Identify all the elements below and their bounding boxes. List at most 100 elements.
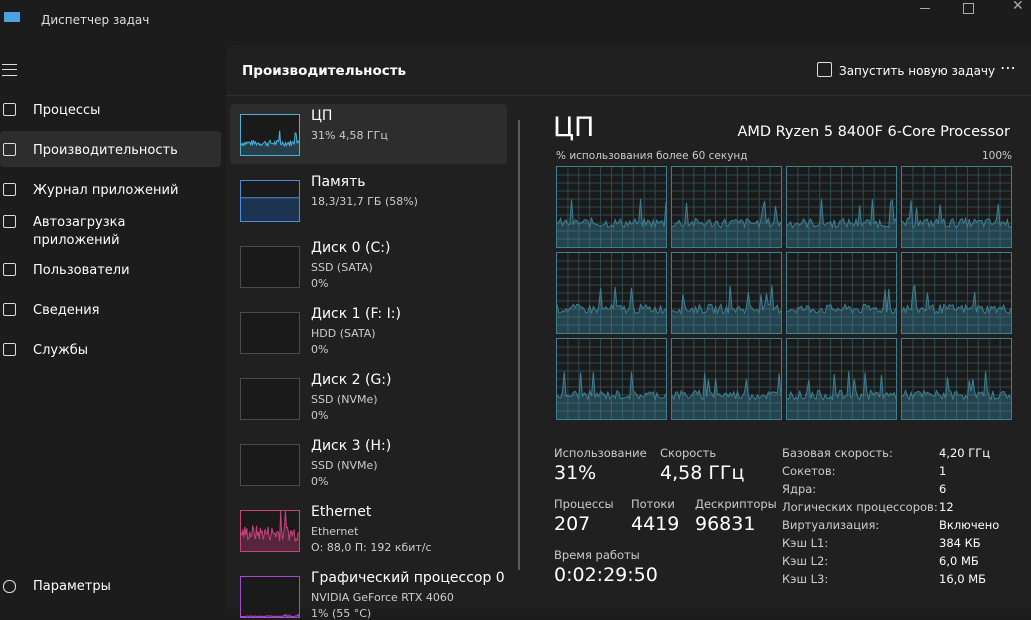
stat-label: Процессы xyxy=(554,497,614,511)
device-name[interactable]: Графический процессор 0 xyxy=(311,570,505,586)
divider xyxy=(226,95,1031,96)
core-graph xyxy=(671,166,782,248)
usage-area xyxy=(902,371,1011,419)
usage-area xyxy=(557,199,666,247)
device-detail: SSD (NVMe) xyxy=(311,393,378,406)
usage-area xyxy=(902,285,1011,333)
spec-value: 4,20 ГГц xyxy=(939,446,991,460)
spec-label: Кэш L3: xyxy=(782,572,829,586)
device-detail: Ethernet xyxy=(311,525,359,538)
device-thumbnail xyxy=(240,378,300,420)
nav-item[interactable]: Производительность xyxy=(33,143,178,158)
usage-area xyxy=(672,285,781,333)
stat-value: 207 xyxy=(554,513,591,535)
nav-icon xyxy=(3,103,16,116)
nav-icon xyxy=(3,343,16,356)
maximize[interactable] xyxy=(963,3,974,14)
usage-area xyxy=(557,286,666,333)
usage-line xyxy=(787,288,896,314)
close[interactable]: ✕ xyxy=(1012,0,1024,14)
device-detail: 0% xyxy=(311,277,329,290)
spec-value: Включено xyxy=(939,518,1000,532)
device-name[interactable]: Память xyxy=(311,174,366,190)
core-graph xyxy=(901,166,1012,248)
detail-title: ЦП xyxy=(553,112,595,143)
core-graph xyxy=(786,166,897,248)
core-graph xyxy=(786,338,897,420)
spec-value: 12 xyxy=(939,500,954,514)
device-thumbnail xyxy=(240,312,300,354)
hamburger[interactable] xyxy=(2,64,17,76)
usage-line xyxy=(902,284,1011,315)
nav-item[interactable]: Службы xyxy=(33,343,89,358)
usage-area xyxy=(672,372,781,419)
device-detail: 18,3/31,7 ГБ (58%) xyxy=(311,195,418,208)
new-task-icon xyxy=(817,62,832,77)
spec-label: Ядра: xyxy=(782,482,817,496)
usage-area xyxy=(557,371,666,419)
nav-item[interactable]: Журнал приложений xyxy=(33,183,179,198)
new-task-button[interactable]: Запустить новую задачу xyxy=(839,64,996,78)
spec-value: 6,0 МБ xyxy=(939,554,979,568)
usage-line xyxy=(787,371,896,402)
spec-label: Логических процессоров: xyxy=(782,500,938,514)
usage-line xyxy=(241,511,299,543)
scrollbar[interactable] xyxy=(518,120,520,570)
device-detail: HDD (SATA) xyxy=(311,327,376,340)
nav-item[interactable]: Пользователи xyxy=(33,263,130,278)
device-name[interactable]: Ethernet xyxy=(311,504,372,520)
nav-item[interactable]: Сведения xyxy=(33,303,100,318)
cpu-model: AMD Ryzen 5 8400F 6-Core Processor xyxy=(737,124,1010,140)
minimize[interactable] xyxy=(920,8,930,9)
device-thumbnail xyxy=(240,510,300,552)
device-name[interactable]: ЦП xyxy=(311,108,333,124)
graph-label: % использования более 60 секунд xyxy=(556,150,748,162)
device-name[interactable]: Диск 3 (H:) xyxy=(311,438,392,454)
usage-area xyxy=(241,511,299,551)
graph-max: 100% xyxy=(981,150,1012,162)
usage-area xyxy=(241,197,299,221)
device-name[interactable]: Диск 0 (C:) xyxy=(311,240,391,256)
nav-icon xyxy=(3,143,16,156)
nav-item[interactable]: Процессы xyxy=(33,103,101,118)
usage-line xyxy=(557,371,666,402)
spec-label: Виртуализация: xyxy=(782,518,880,532)
stat-value: 4,58 ГГц xyxy=(660,462,745,484)
device-detail: 31% 4,58 ГГц xyxy=(311,129,388,142)
device-name[interactable]: Диск 1 (F: I:) xyxy=(311,306,401,322)
nav-icon xyxy=(3,215,16,228)
usage-line xyxy=(902,371,1011,401)
core-graph xyxy=(901,338,1012,420)
usage-line xyxy=(241,613,299,617)
usage-line xyxy=(672,372,781,401)
stat-label: Потоки xyxy=(631,497,675,511)
device-detail: 0% xyxy=(311,409,329,422)
core-graph xyxy=(556,338,667,420)
more-button[interactable]: ⋯ xyxy=(1000,58,1016,77)
spec-value: 16,0 МБ xyxy=(939,572,987,586)
stat-label: Использование xyxy=(554,446,647,460)
usage-line xyxy=(787,198,896,230)
stat-label: Время работы xyxy=(554,548,640,562)
device-detail: SSD (NVMe) xyxy=(311,459,378,472)
spec-label: Кэш L2: xyxy=(782,554,829,568)
stat-value: 31% xyxy=(554,462,597,484)
stat-value: 4419 xyxy=(631,513,680,535)
usage-area xyxy=(241,130,299,155)
stat-value: 0:02:29:50 xyxy=(554,564,658,586)
stat-label: Скорость xyxy=(660,446,717,460)
nav-icon xyxy=(3,303,16,316)
spec-label: Кэш L1: xyxy=(782,536,829,550)
spec-label: Сокетов: xyxy=(782,464,836,478)
nav-item[interactable]: Автозагрузка приложений xyxy=(33,215,126,248)
device-thumbnail xyxy=(240,576,300,618)
nav-icon xyxy=(3,183,16,196)
core-graph xyxy=(671,338,782,420)
nav-icon xyxy=(3,263,16,276)
device-detail: NVIDIA GeForce RTX 4060 xyxy=(311,591,454,604)
device-detail: О: 88,0 П: 192 кбит/с xyxy=(311,541,432,554)
usage-area xyxy=(672,201,781,247)
device-name[interactable]: Диск 2 (G:) xyxy=(311,372,392,388)
nav-item[interactable]: Параметры xyxy=(33,579,111,594)
